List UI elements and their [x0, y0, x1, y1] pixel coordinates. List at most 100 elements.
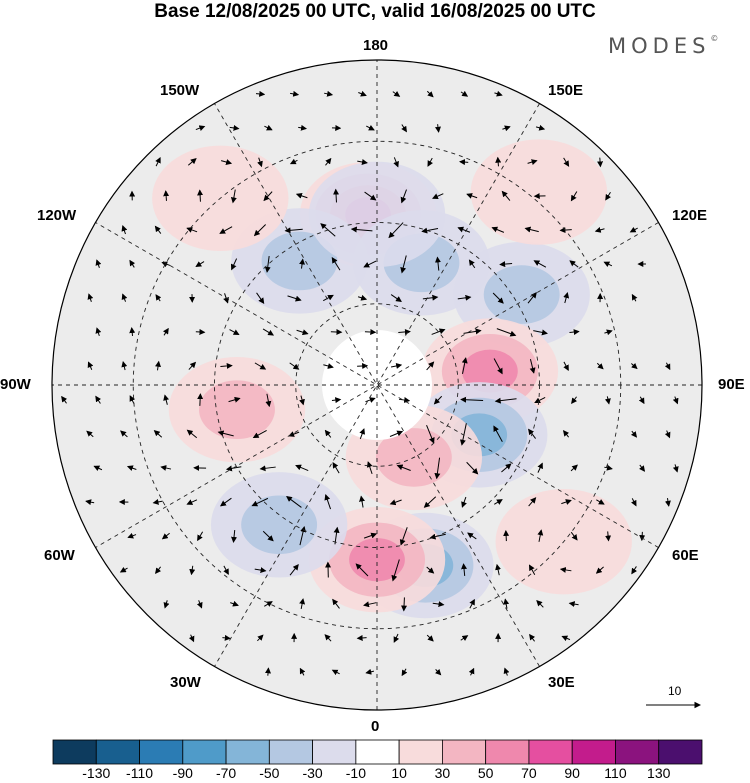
- wind-arrow: [252, 430, 267, 439]
- wind-arrow: [604, 464, 613, 471]
- wind-arrow: [639, 464, 646, 472]
- wind-arrow: [359, 495, 365, 508]
- colorbar-tick-label: -70: [215, 765, 237, 781]
- wind-arrow: [264, 124, 273, 131]
- wind-arrow: [461, 496, 467, 508]
- wind-arrow: [503, 667, 510, 676]
- wind-arrow: [259, 465, 276, 472]
- wind-arrow: [460, 635, 469, 642]
- wind-arrow: [534, 396, 546, 404]
- wind-arrow: [284, 227, 303, 234]
- wind-arrow: [503, 598, 510, 609]
- wind-arrow: [187, 158, 197, 166]
- chart-title: Base 12/08/2025 00 UTC, valid 16/08/2025…: [154, 1, 596, 22]
- wind-arrow: [461, 357, 468, 375]
- wind-arrow: [569, 329, 580, 336]
- wind-arrow: [433, 395, 443, 405]
- wind-arrow: [524, 226, 539, 233]
- wind-arrow: [401, 597, 408, 612]
- wind-arrow: [426, 361, 435, 371]
- lon-label-120e: 120E: [672, 207, 708, 224]
- wind-arrow: [230, 600, 239, 607]
- wind-arrow: [229, 124, 240, 131]
- colorbar-swatch: [225, 739, 270, 765]
- wind-arrow: [563, 157, 570, 167]
- wind-arrow: [323, 363, 334, 369]
- wind-arrow: [197, 189, 204, 202]
- wind-arrow: [86, 430, 94, 438]
- wind-arrow: [494, 397, 517, 404]
- anomaly-contour: [199, 380, 275, 440]
- wind-arrow: [324, 429, 332, 438]
- wind-arrow: [638, 396, 645, 405]
- wind-arrow: [299, 395, 305, 406]
- wind-arrow: [535, 124, 546, 131]
- wind-arrow: [501, 190, 511, 201]
- wind-arrow: [160, 465, 172, 471]
- wind-arrow: [299, 258, 306, 269]
- anomaly-blue-center-7: [210, 472, 348, 578]
- wind-arrow: [264, 601, 273, 607]
- wind-arrow: [126, 465, 137, 472]
- wind-arrow: [364, 329, 377, 336]
- wind-arrow: [322, 294, 334, 302]
- wind-arrow: [186, 499, 198, 505]
- wind-arrow: [460, 396, 484, 403]
- wind-arrow: [333, 526, 340, 545]
- wind-arrow: [197, 393, 204, 406]
- wind-arrow: [365, 668, 375, 675]
- wind-arrow: [533, 329, 548, 336]
- anomaly-contour: [462, 349, 518, 393]
- lon-label-60e: 60E: [672, 547, 699, 564]
- anomaly-blue-center-3: [308, 161, 446, 268]
- wind-arrow: [324, 634, 332, 642]
- wind-arrow: [664, 430, 671, 439]
- graticule: [52, 60, 702, 710]
- wind-arrow: [251, 497, 269, 507]
- wind-arrow: [262, 530, 274, 542]
- wind-arrow: [569, 260, 579, 268]
- wind-arrow: [466, 193, 478, 199]
- wind-arrow: [605, 531, 612, 542]
- lon-label-60w: 60W: [44, 547, 75, 564]
- lon-label-30w: 30W: [170, 674, 201, 691]
- wind-arrow: [357, 159, 368, 165]
- wind-arrow: [228, 396, 241, 403]
- wind-arrow: [536, 599, 544, 608]
- wind-arrow: [570, 464, 578, 472]
- wind-arrow: [363, 532, 378, 539]
- wind-arrow: [195, 125, 206, 131]
- wind-arrow: [196, 600, 203, 609]
- wind-arrow: [457, 226, 471, 233]
- wind-arrow: [563, 361, 569, 372]
- lon-label-0: 0: [371, 718, 380, 735]
- colorbar-tick-label: 70: [521, 765, 537, 781]
- wind-arrow: [161, 532, 170, 540]
- wind-arrow: [163, 394, 170, 405]
- wind-arrow: [596, 499, 605, 505]
- wind-arrow: [331, 397, 342, 404]
- colorbar-tick-label: 50: [477, 765, 494, 781]
- wind-arrow: [163, 190, 170, 201]
- colorbar-swatch: [441, 739, 487, 765]
- wind-arrow: [392, 91, 401, 97]
- colorbar: [52, 739, 703, 765]
- wind-arrow: [389, 430, 404, 437]
- wind-arrow: [366, 125, 375, 131]
- wind-arrow: [561, 635, 571, 642]
- anomaly-pink-center-5: [168, 356, 306, 463]
- lon-label-90e: 90E: [718, 376, 745, 393]
- wind-arrow: [230, 258, 238, 271]
- wind-arrow: [356, 634, 367, 641]
- wind-arrow: [287, 295, 302, 302]
- wind-arrow: [459, 423, 467, 446]
- wind-arrow: [299, 598, 306, 610]
- colorbar-tick-label: -90: [172, 765, 193, 781]
- wind-arrow: [467, 532, 477, 540]
- wind-arrow: [332, 462, 340, 474]
- wind-arrow: [527, 159, 538, 165]
- colorbar-swatch: [485, 739, 530, 765]
- reference-vector: 10: [640, 684, 710, 714]
- wind-arrow: [95, 327, 102, 336]
- wind-arrow: [421, 227, 439, 234]
